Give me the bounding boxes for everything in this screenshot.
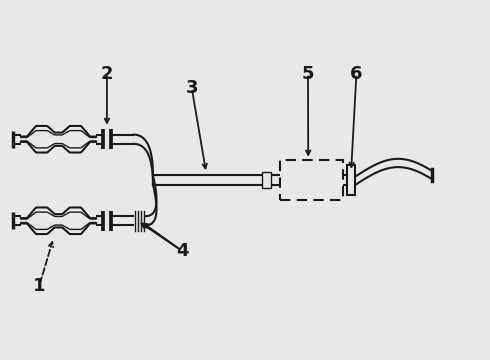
Text: 3: 3 (185, 79, 198, 97)
Text: 5: 5 (302, 65, 314, 83)
Bar (262, 172, 270, 188)
Bar (280, 159, 343, 201)
Text: 1: 1 (33, 277, 46, 295)
Text: 4: 4 (176, 242, 188, 260)
Text: 2: 2 (100, 65, 113, 83)
Text: 6: 6 (350, 65, 363, 83)
Bar (347, 165, 355, 195)
